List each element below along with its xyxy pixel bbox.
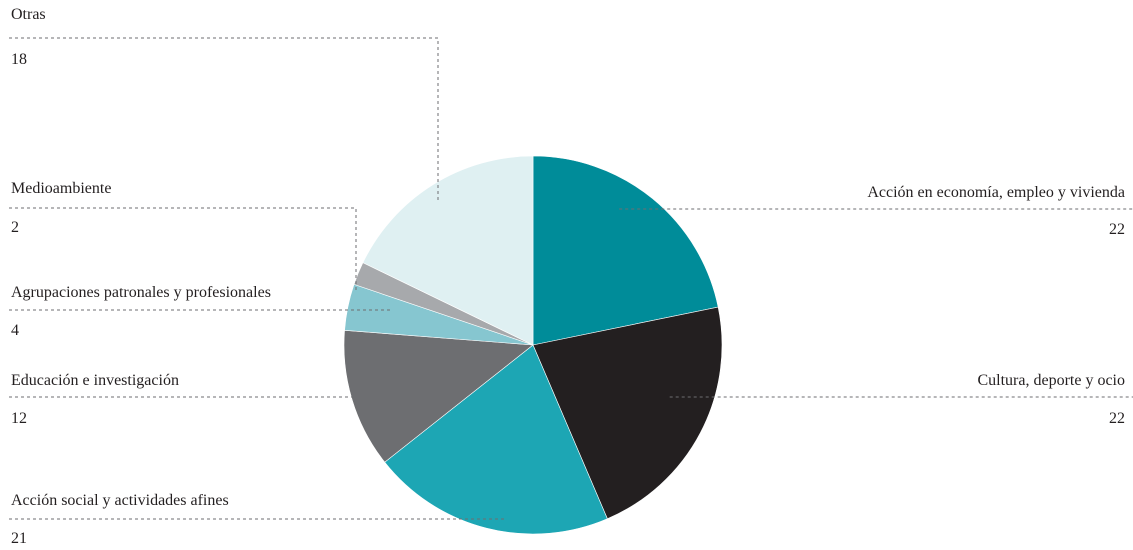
slice-value-accion-social-y-actividades-afines: 21 [11,530,27,547]
slice-value-medioambiente: 2 [11,219,19,236]
slice-label-educacion-e-investigacion: Educación e investigación [11,372,179,389]
slice-label-accion-social-y-actividades-afines: Acción social y actividades afines [11,492,229,509]
slice-label-accion-en-economia-empleo-y-vivienda: Acción en economía, empleo y vivienda [867,184,1125,201]
slice-value-cultura-deporte-y-ocio: 22 [1109,410,1125,427]
leader-line-medioambiente [9,207,357,292]
slice-value-otras: 18 [11,51,27,68]
slice-value-agrupaciones-patronales-y-profesionales: 4 [11,322,19,339]
slice-label-medioambiente: Medioambiente [11,180,111,197]
pie-slice-educacion-e-investigacion [343,329,534,463]
pie-slices [343,155,723,535]
pie-slice-cultura-deporte-y-ocio [532,306,723,520]
slice-value-accion-en-economia-empleo-y-vivienda: 22 [1109,221,1125,238]
slice-label-cultura-deporte-y-ocio: Cultura, deporte y ocio [977,372,1125,389]
slice-labels: Acción en economía, empleo y vivienda 22 C… [11,6,1125,547]
slice-label-agrupaciones-patronales-y-profesionales: Agrupaciones patronales y profesionales [11,284,271,301]
slice-label-otras: Otras [11,6,46,23]
slice-value-educacion-e-investigacion: 12 [11,410,27,427]
pie-slice-accion-en-economia-empleo-y-vivienda [532,155,719,346]
pie-slice-accion-social-y-actividades-afines [384,344,608,535]
pie-slice-otras [362,155,534,346]
leader-line-otras [9,37,439,203]
leader-lines [9,37,1133,520]
